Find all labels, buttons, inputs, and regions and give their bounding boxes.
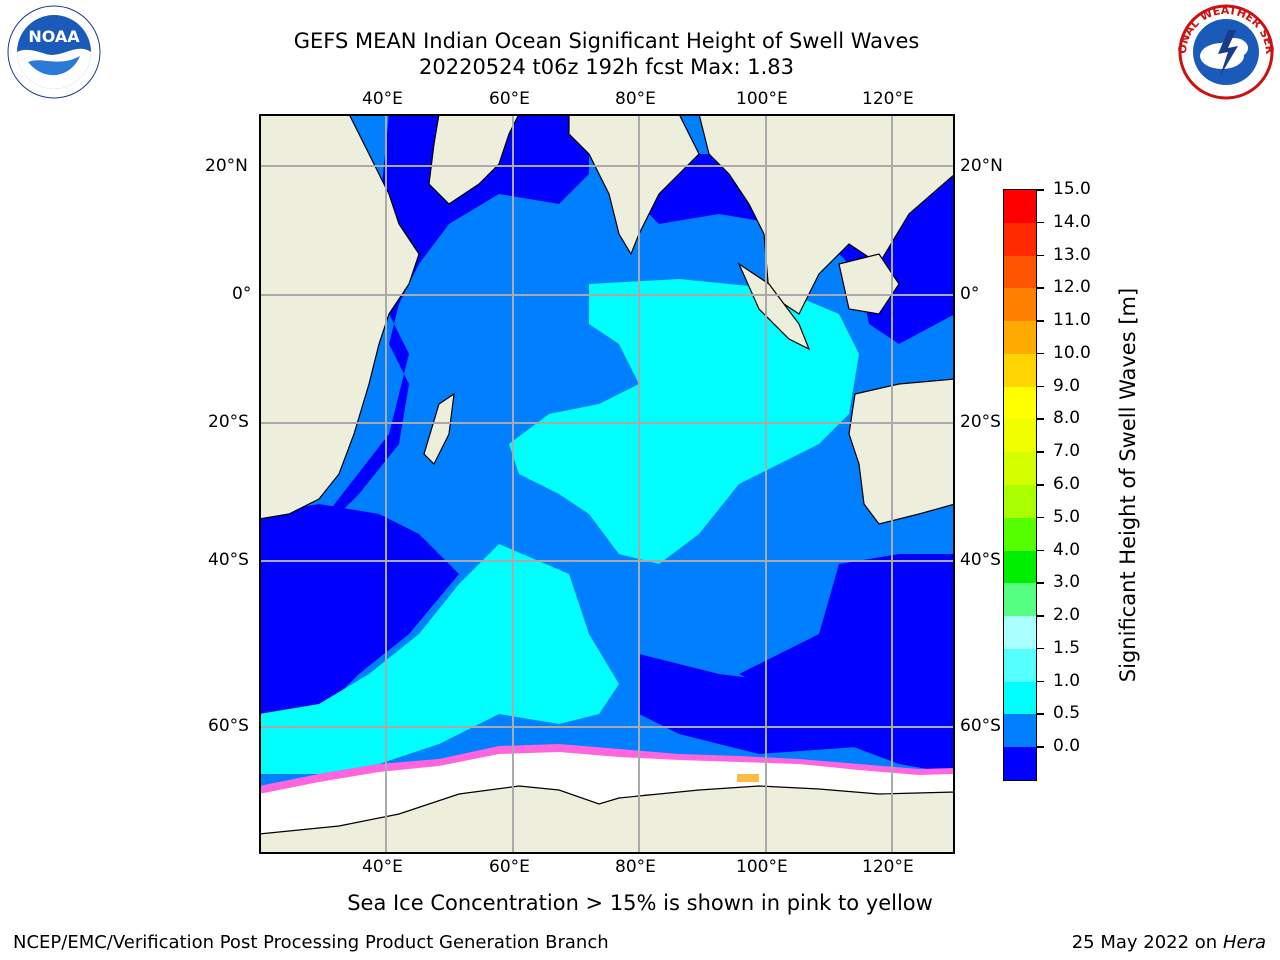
colorbar-title: Significant Height of Swell Waves [m]	[1116, 287, 1140, 683]
colorbar-segment	[1004, 747, 1036, 781]
colorbar-tick-mark	[1036, 713, 1044, 715]
lat-tick-right: 40°S	[960, 550, 1001, 570]
colorbar-tick-label: 12.0	[1053, 277, 1091, 298]
colorbar-segment	[1004, 288, 1036, 322]
svg-text:NOAA: NOAA	[28, 27, 80, 46]
colorbar-tick-label: 11.0	[1053, 310, 1091, 331]
colorbar-segment	[1004, 517, 1036, 552]
colorbar-tick-mark	[1036, 189, 1044, 191]
footer-date-text: 25 May 2022 on	[1071, 932, 1218, 953]
lon-tick-top: 60°E	[489, 89, 530, 109]
colorbar-segment	[1004, 452, 1036, 486]
colorbar-segment	[1004, 419, 1036, 453]
colorbar-tick-label: 0.5	[1053, 703, 1081, 724]
colorbar	[1003, 189, 1037, 781]
map-title: GEFS MEAN Indian Ocean Significant Heigh…	[293, 29, 920, 53]
colorbar-tick-mark	[1036, 549, 1044, 552]
lon-tick-top: 100°E	[736, 89, 788, 109]
colorbar-segment	[1004, 485, 1036, 519]
map-panel	[259, 114, 955, 854]
colorbar-tick-label: 4.0	[1053, 539, 1081, 560]
colorbar-tick-label: 7.0	[1053, 441, 1081, 462]
colorbar-tick-label: 8.0	[1053, 408, 1081, 429]
colorbar-tick-label: 3.0	[1053, 572, 1081, 593]
colorbar-tick-label: 1.5	[1053, 637, 1081, 658]
map-subtitle: 20220524 t06z 192h fcst Max: 1.83	[419, 55, 794, 79]
colorbar-segment	[1004, 616, 1036, 650]
colorbar-segment	[1004, 353, 1036, 388]
colorbar-tick-mark	[1036, 484, 1044, 486]
lon-tick-top: 120°E	[862, 89, 914, 109]
colorbar-segment	[1004, 255, 1036, 289]
lat-tick-left: 20°N	[205, 156, 248, 176]
colorbar-tick-label: 15.0	[1053, 179, 1091, 199]
colorbar-segment	[1004, 321, 1036, 355]
colorbar-tick-mark	[1036, 385, 1044, 388]
colorbar-segment	[1004, 386, 1036, 420]
colorbar-tick-label: 2.0	[1053, 605, 1081, 626]
lon-tick-bottom: 60°E	[489, 857, 530, 877]
colorbar-tick-mark	[1036, 615, 1044, 617]
lat-tick-left: 60°S	[208, 716, 249, 736]
lon-tick-bottom: 120°E	[862, 857, 914, 877]
colorbar-tick-label: 6.0	[1053, 474, 1081, 494]
colorbar-segment	[1004, 222, 1036, 257]
lon-tick-top: 80°E	[615, 89, 656, 109]
lat-tick-left: 40°S	[208, 550, 249, 570]
lon-tick-bottom: 100°E	[736, 857, 788, 877]
footer-credit: NCEP/EMC/Verification Post Processing Pr…	[13, 932, 609, 953]
colorbar-tick-label: 1.0	[1053, 670, 1081, 691]
colorbar-tick-mark	[1036, 418, 1044, 420]
colorbar-segment	[1004, 681, 1036, 715]
colorbar-segment	[1004, 648, 1036, 683]
colorbar-tick-mark	[1036, 582, 1044, 584]
colorbar-segment	[1004, 190, 1036, 224]
colorbar-segment	[1004, 583, 1036, 617]
footer-machine: Hera	[1222, 932, 1266, 953]
colorbar-tick-mark	[1036, 221, 1044, 224]
colorbar-tick-mark	[1036, 287, 1044, 289]
lat-tick-left: 0°	[232, 284, 252, 304]
lat-tick-right: 20°N	[960, 156, 1003, 176]
colorbar-tick-mark	[1036, 516, 1044, 519]
colorbar-tick-mark	[1036, 352, 1044, 355]
colorbar-tick-mark	[1036, 647, 1044, 650]
sea-ice-note: Sea Ice Concentration > 15% is shown in …	[347, 891, 933, 915]
colorbar-tick-label: 13.0	[1053, 244, 1091, 265]
lon-tick-top: 40°E	[362, 89, 403, 109]
colorbar-tick-mark	[1036, 680, 1044, 683]
map-frame	[259, 114, 955, 854]
colorbar-tick-label: 14.0	[1053, 211, 1091, 232]
lat-tick-right: 20°S	[960, 412, 1001, 432]
lon-tick-bottom: 40°E	[362, 857, 403, 877]
map-grid	[259, 114, 955, 854]
colorbar-tick-mark	[1036, 746, 1044, 748]
colorbar-tick-label: 5.0	[1053, 506, 1081, 527]
colorbar-tick-mark	[1036, 254, 1044, 257]
lon-tick-bottom: 80°E	[615, 857, 656, 877]
colorbar-segment	[1004, 714, 1036, 748]
mid-swell-regions	[259, 279, 859, 774]
colorbar-tick-mark	[1036, 320, 1044, 322]
colorbar-tick-label: 10.0	[1053, 342, 1091, 363]
lat-tick-right: 60°S	[960, 716, 1001, 736]
colorbar-tick-mark	[1036, 451, 1044, 453]
lat-tick-right: 0°	[960, 284, 980, 304]
colorbar-segment	[1004, 550, 1036, 584]
colorbar-tick-label: 0.0	[1053, 736, 1081, 757]
footer-date: 25 May 2022 on Hera	[1072, 932, 1266, 953]
nws-logo: NATIONAL WEATHER SERVICE	[1176, 4, 1276, 100]
lat-tick-left: 20°S	[208, 412, 249, 432]
colorbar-tick-label: 9.0	[1053, 375, 1081, 396]
noaa-logo: NOAA	[7, 5, 101, 99]
